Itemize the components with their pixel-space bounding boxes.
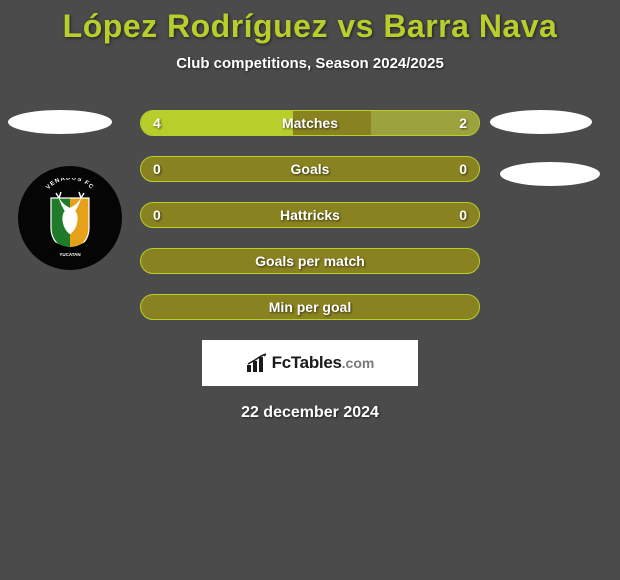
content-area: VENADOS FC YUCATAN 42Matches 00Goals 00Hat… (0, 110, 620, 422)
footer-date: 22 december 2024 (0, 404, 620, 422)
svg-text:VENADOS FC: VENADOS FC (45, 178, 94, 191)
page-title: López Rodríguez vs Barra Nava (0, 0, 620, 45)
brand-name: FcTables (272, 353, 342, 372)
stat-row: Min per goal (140, 294, 480, 320)
club-badge: VENADOS FC YUCATAN (18, 166, 122, 270)
stat-row: 42Matches (140, 110, 480, 136)
page-root: López Rodríguez vs Barra Nava Club compe… (0, 0, 620, 580)
brand-logo: FcTables.com (246, 353, 375, 373)
stat-row: 00Hattricks (140, 202, 480, 228)
badge-bottom-text: YUCATAN (59, 252, 80, 257)
stat-bars: 42Matches 00Goals 00Hattricks Goals per mat… (140, 110, 480, 320)
brand-box: FcTables.com (202, 340, 418, 386)
stat-label: Goals per match (141, 253, 479, 269)
badge-top-text: VENADOS FC (45, 178, 94, 191)
bars-icon (246, 353, 268, 373)
stat-row: 00Goals (140, 156, 480, 182)
placeholder-ellipse-right-2 (500, 162, 600, 186)
stat-row: Goals per match (140, 248, 480, 274)
placeholder-ellipse-right-1 (490, 110, 592, 134)
brand-ext: .com (342, 355, 375, 371)
page-subtitle: Club competitions, Season 2024/2025 (0, 55, 620, 72)
stat-label: Goals (141, 161, 479, 177)
stat-label: Hattricks (141, 207, 479, 223)
brand-label: FcTables.com (272, 353, 375, 373)
placeholder-ellipse-left (8, 110, 112, 134)
club-badge-svg: VENADOS FC YUCATAN (35, 178, 105, 258)
stat-label: Min per goal (141, 299, 479, 315)
stat-label: Matches (141, 115, 479, 131)
